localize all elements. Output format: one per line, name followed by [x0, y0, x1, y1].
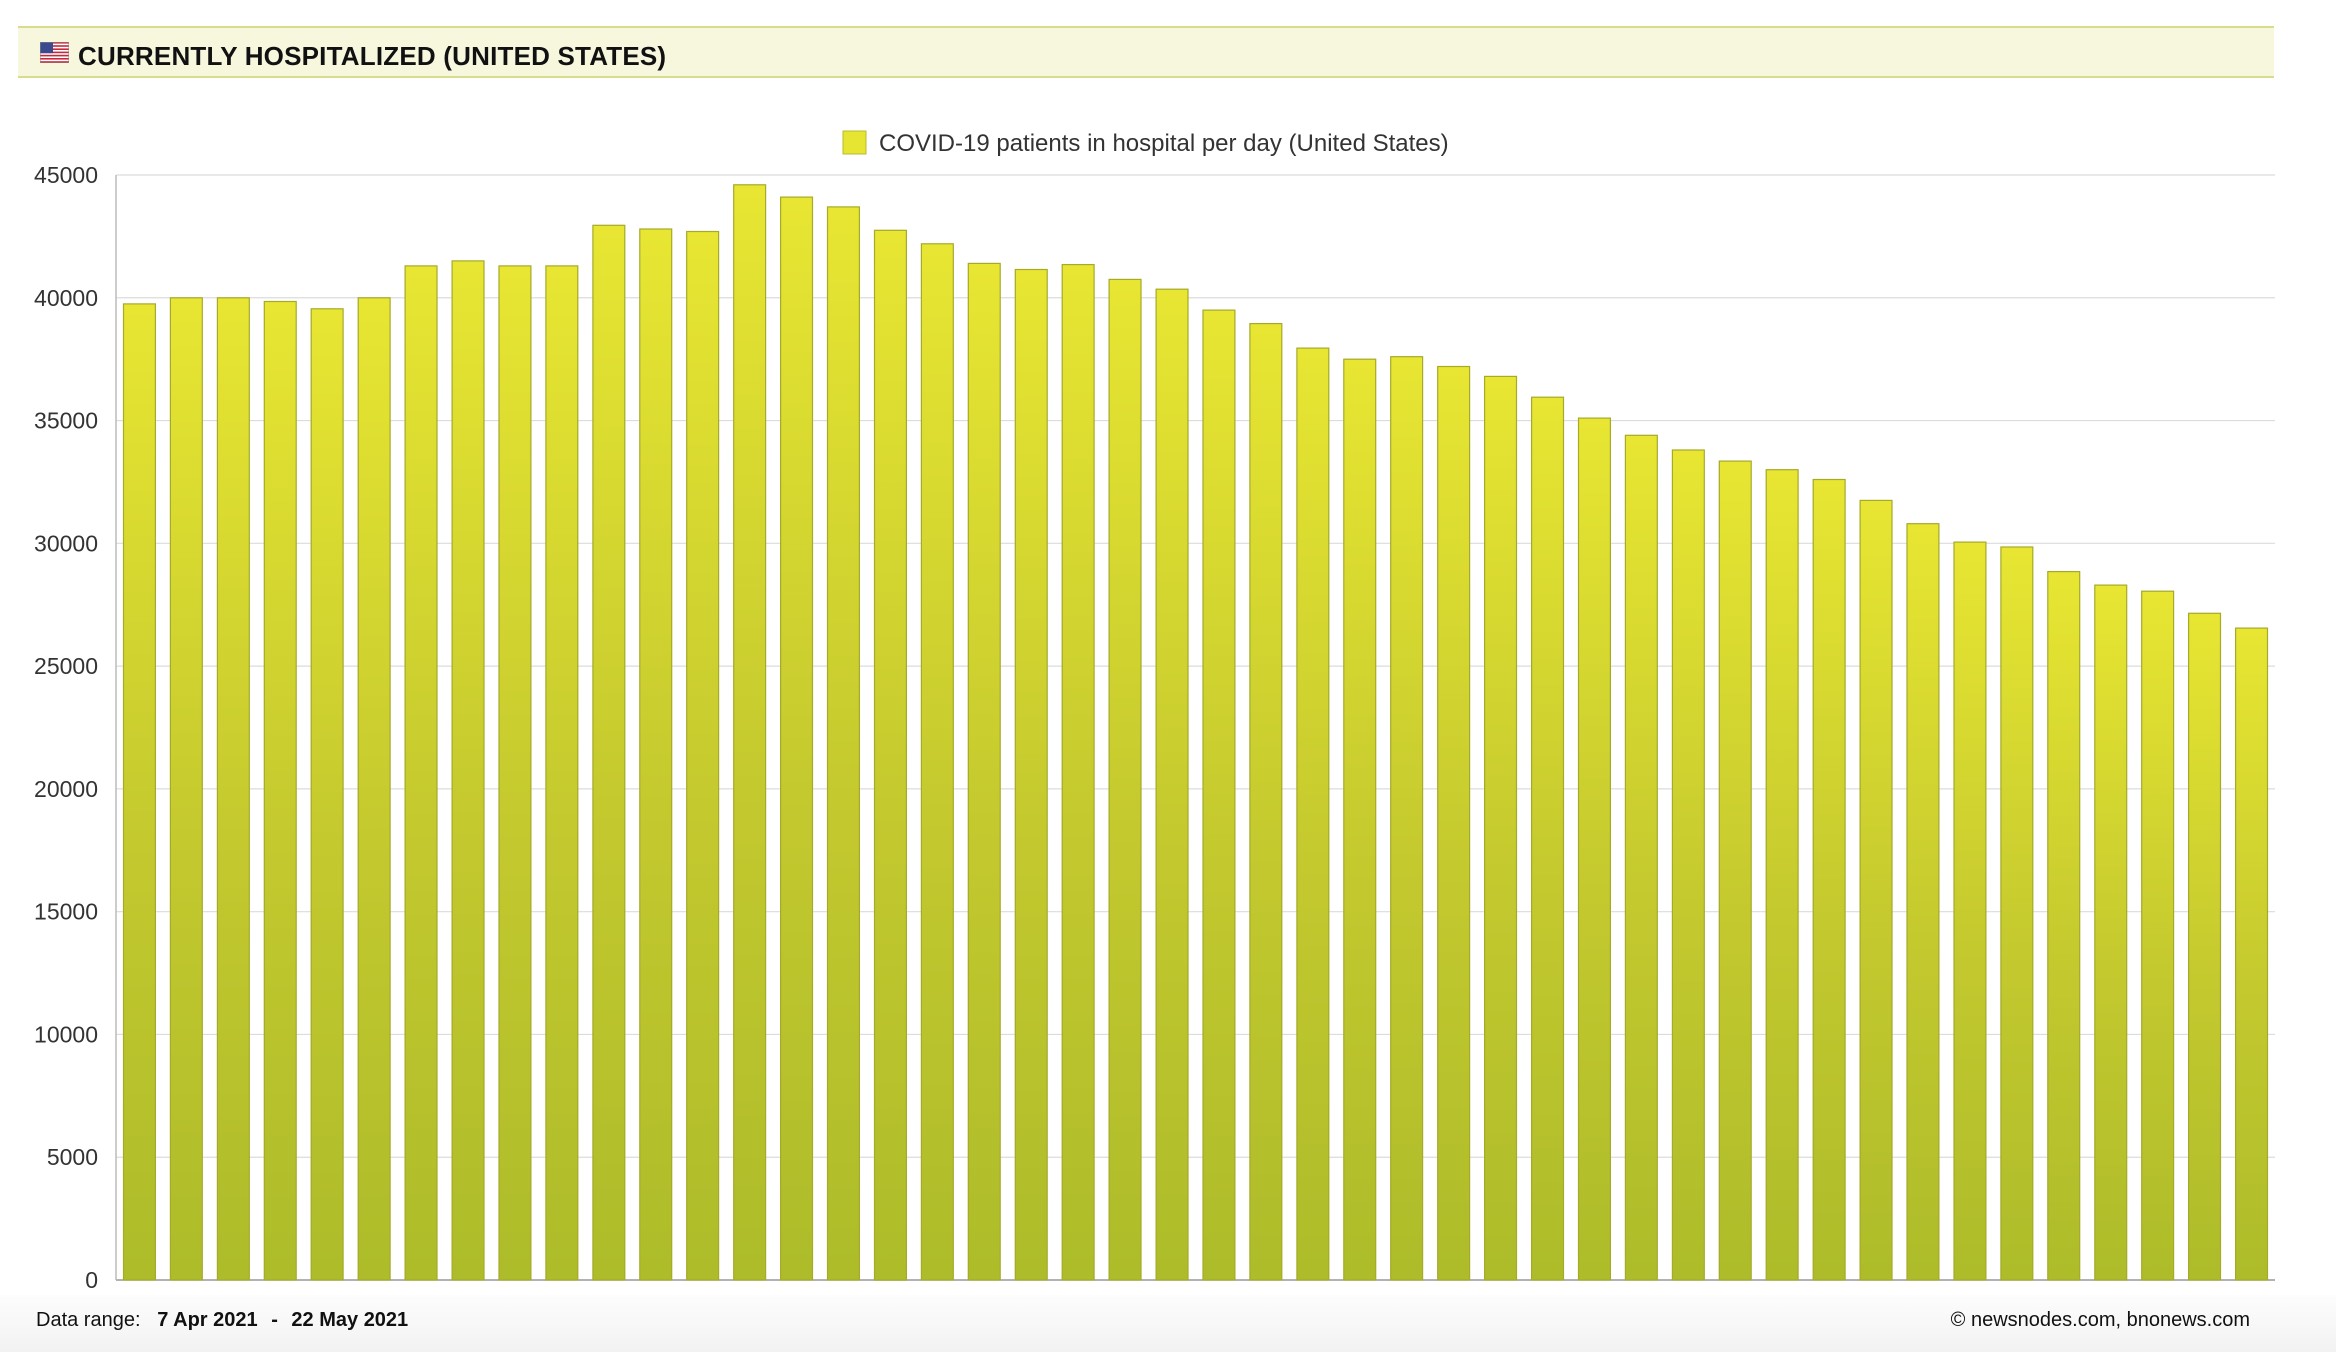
bar[interactable]: [122, 303, 156, 1281]
bar[interactable]: [1718, 460, 1752, 1281]
bar[interactable]: [216, 297, 250, 1281]
chart-header: CURRENTLY HOSPITALIZED (UNITED STATES): [18, 26, 2274, 78]
y-tick-label: 10000: [34, 1021, 98, 1047]
bar[interactable]: [1859, 499, 1893, 1281]
data-range: Data range: 7 Apr 2021 - 22 May 2021: [36, 1309, 408, 1332]
bar[interactable]: [920, 243, 954, 1281]
bar[interactable]: [686, 230, 720, 1281]
legend-swatch[interactable]: [842, 130, 867, 155]
bar[interactable]: [1296, 347, 1330, 1281]
legend-label[interactable]: COVID-19 patients in hospital per day (U…: [879, 130, 1449, 157]
bar[interactable]: [1671, 449, 1705, 1281]
bar[interactable]: [1249, 323, 1283, 1281]
bar[interactable]: [1530, 396, 1565, 1281]
bar[interactable]: [2047, 570, 2081, 1281]
bar[interactable]: [498, 265, 532, 1281]
y-tick-label: 25000: [34, 653, 98, 679]
bar[interactable]: [404, 265, 438, 1281]
data-range-separator: -: [271, 1309, 278, 1331]
bar[interactable]: [1108, 278, 1142, 1281]
bar[interactable]: [2000, 546, 2034, 1281]
y-tick-label: 0: [85, 1267, 98, 1293]
y-tick-label: 40000: [34, 285, 98, 311]
copyright-text: © newsnodes.com, bnonews.com: [1950, 1309, 2250, 1331]
bar[interactable]: [1765, 469, 1799, 1281]
bar[interactable]: [1390, 356, 1424, 1281]
bar[interactable]: [2188, 612, 2222, 1281]
bar[interactable]: [1812, 478, 1846, 1281]
bar[interactable]: [451, 260, 485, 1281]
bar[interactable]: [545, 265, 579, 1281]
bar[interactable]: [592, 224, 626, 1281]
bar[interactable]: [1061, 264, 1095, 1281]
bar[interactable]: [826, 206, 860, 1281]
bar[interactable]: [967, 262, 1001, 1281]
bar[interactable]: [1906, 523, 1940, 1281]
chart-title: CURRENTLY HOSPITALIZED (UNITED STATES): [78, 41, 667, 71]
bar[interactable]: [1343, 358, 1377, 1281]
bar[interactable]: [2235, 627, 2269, 1281]
data-range-end: 22 May 2021: [291, 1309, 409, 1331]
bar[interactable]: [357, 297, 391, 1281]
bar[interactable]: [1155, 288, 1189, 1281]
data-range-start: 7 Apr 2021: [157, 1309, 258, 1331]
bar[interactable]: [733, 184, 767, 1281]
bar[interactable]: [1624, 434, 1658, 1281]
bar[interactable]: [1577, 417, 1611, 1281]
bar[interactable]: [169, 297, 203, 1281]
y-tick-label: 45000: [34, 162, 98, 188]
bar[interactable]: [639, 228, 673, 1281]
bar[interactable]: [779, 196, 814, 1281]
bar[interactable]: [1202, 309, 1236, 1281]
bar[interactable]: [1953, 541, 1987, 1281]
y-tick-label: 30000: [34, 530, 98, 556]
data-range-label: Data range:: [36, 1309, 141, 1331]
bar[interactable]: [263, 300, 297, 1281]
bar[interactable]: [2141, 590, 2175, 1281]
bar[interactable]: [310, 308, 344, 1281]
bar[interactable]: [873, 229, 907, 1281]
bar[interactable]: [1014, 268, 1048, 1281]
bar[interactable]: [2094, 584, 2128, 1281]
bar[interactable]: [1483, 375, 1518, 1281]
y-tick-label: 5000: [47, 1144, 98, 1170]
chart-footer: Data range: 7 Apr 2021 - 22 May 2021 © n…: [0, 1295, 2336, 1352]
us-flag-icon: [40, 42, 69, 63]
y-tick-label: 35000: [34, 408, 98, 434]
y-tick-label: 15000: [34, 899, 98, 925]
bar[interactable]: [1437, 365, 1471, 1281]
y-tick-label: 20000: [34, 776, 98, 802]
